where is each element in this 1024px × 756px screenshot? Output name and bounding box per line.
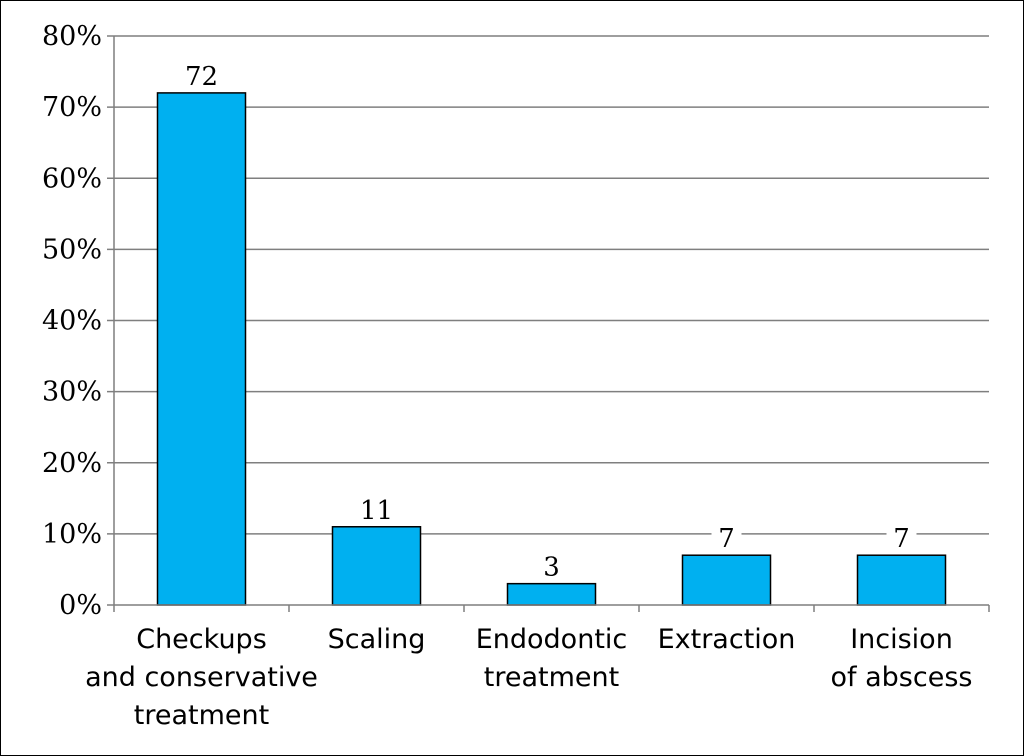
y-axis-ticks: 0% 10% 20% 30% 40% 50% 60% 70% 80%: [42, 21, 114, 621]
data-label: 3: [543, 553, 560, 583]
x-category-label: Scaling: [328, 624, 426, 655]
y-tick-label: 0%: [59, 590, 102, 621]
axes: [113, 36, 990, 612]
y-tick-label: 80%: [42, 21, 102, 52]
data-label: 72: [185, 62, 218, 92]
x-category-label-line: and conservative: [85, 662, 318, 693]
x-axis-labels: Checkups and conservative treatment Scaling…: [85, 624, 972, 731]
bar: [331, 526, 422, 606]
bar: [681, 554, 772, 606]
bar: [856, 554, 947, 606]
x-category-label-line: Scaling: [328, 624, 426, 655]
y-tick-label: 40%: [42, 306, 102, 337]
x-category-label-line: Extraction: [658, 624, 796, 655]
x-category-label-line: Endodontic: [476, 624, 628, 655]
data-labels: 72 11 3 7 7: [178, 60, 917, 583]
x-category-label: Endodontic treatment: [476, 624, 628, 693]
x-category-label: Checkups and conservative treatment: [85, 624, 318, 731]
x-category-label: Incision of abscess: [831, 624, 973, 693]
y-tick-label: 30%: [42, 377, 102, 408]
y-tick-label: 10%: [42, 519, 102, 550]
x-category-label-line: Incision: [850, 624, 953, 655]
bar: [506, 582, 597, 606]
data-label: 11: [360, 496, 393, 526]
y-tick-label: 60%: [42, 163, 102, 194]
x-category-label: Extraction: [658, 624, 796, 655]
x-category-label-line: of abscess: [831, 662, 973, 693]
data-label-background: [886, 523, 917, 552]
bar: [156, 92, 247, 606]
data-label-background: [353, 494, 400, 523]
x-category-label-line: treatment: [134, 700, 269, 731]
y-tick-label: 70%: [42, 92, 102, 123]
gridlines: [114, 35, 989, 535]
data-label: 7: [718, 524, 735, 554]
data-label-background: [178, 60, 225, 89]
data-label: 7: [893, 524, 910, 554]
bars: [156, 92, 947, 606]
y-tick-label: 50%: [42, 234, 102, 265]
x-category-label-line: treatment: [484, 662, 619, 693]
x-category-label-line: Checkups: [136, 624, 267, 655]
y-tick-label: 20%: [42, 448, 102, 479]
data-label-background: [711, 523, 742, 552]
data-label-background: [536, 551, 567, 580]
